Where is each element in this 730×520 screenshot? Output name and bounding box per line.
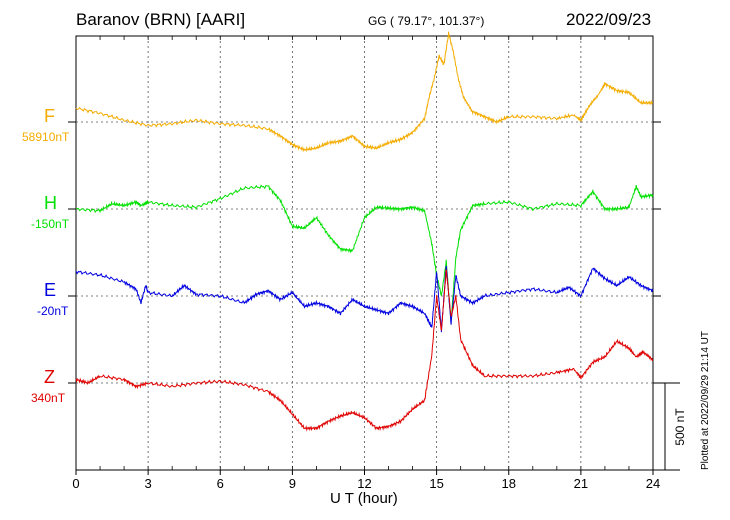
geographic-coordinates: GG ( 79.17°, 101.37°)	[368, 14, 484, 28]
x-tick-label: 12	[357, 476, 371, 491]
baseline-label-h: -150nT	[31, 217, 70, 231]
x-tick-label: 24	[646, 476, 660, 491]
baseline-label-e: -20nT	[37, 304, 69, 318]
x-tick-label: 9	[289, 476, 296, 491]
coordinates-text: GG ( 79.17°, 101.37°)	[368, 14, 485, 28]
x-tick-label: 18	[502, 476, 516, 491]
x-axis-label: U T (hour)	[330, 490, 398, 507]
series-line-h	[75, 184, 654, 321]
x-tick-label: 15	[429, 476, 443, 491]
x-tick-label: 6	[217, 476, 224, 491]
component-label-e: E	[44, 280, 57, 300]
component-label-h: H	[44, 193, 57, 213]
x-tick-label: 0	[72, 476, 79, 491]
baseline-label-f: 58910nT	[22, 130, 70, 144]
series-line-e	[75, 265, 654, 333]
series-line-z	[75, 269, 654, 432]
station-title: Baranov (BRN) [AARI]	[76, 10, 246, 29]
x-tick-label: 3	[145, 476, 152, 491]
baseline-label-z: 340nT	[31, 391, 66, 405]
series-line-f	[75, 31, 654, 153]
component-label-z: Z	[44, 367, 55, 387]
chart-date: 2022/09/23	[566, 10, 652, 29]
scale-bar-label: 500 nT	[673, 408, 687, 446]
component-label-f: F	[44, 106, 55, 126]
x-tick-label: 21	[574, 476, 588, 491]
